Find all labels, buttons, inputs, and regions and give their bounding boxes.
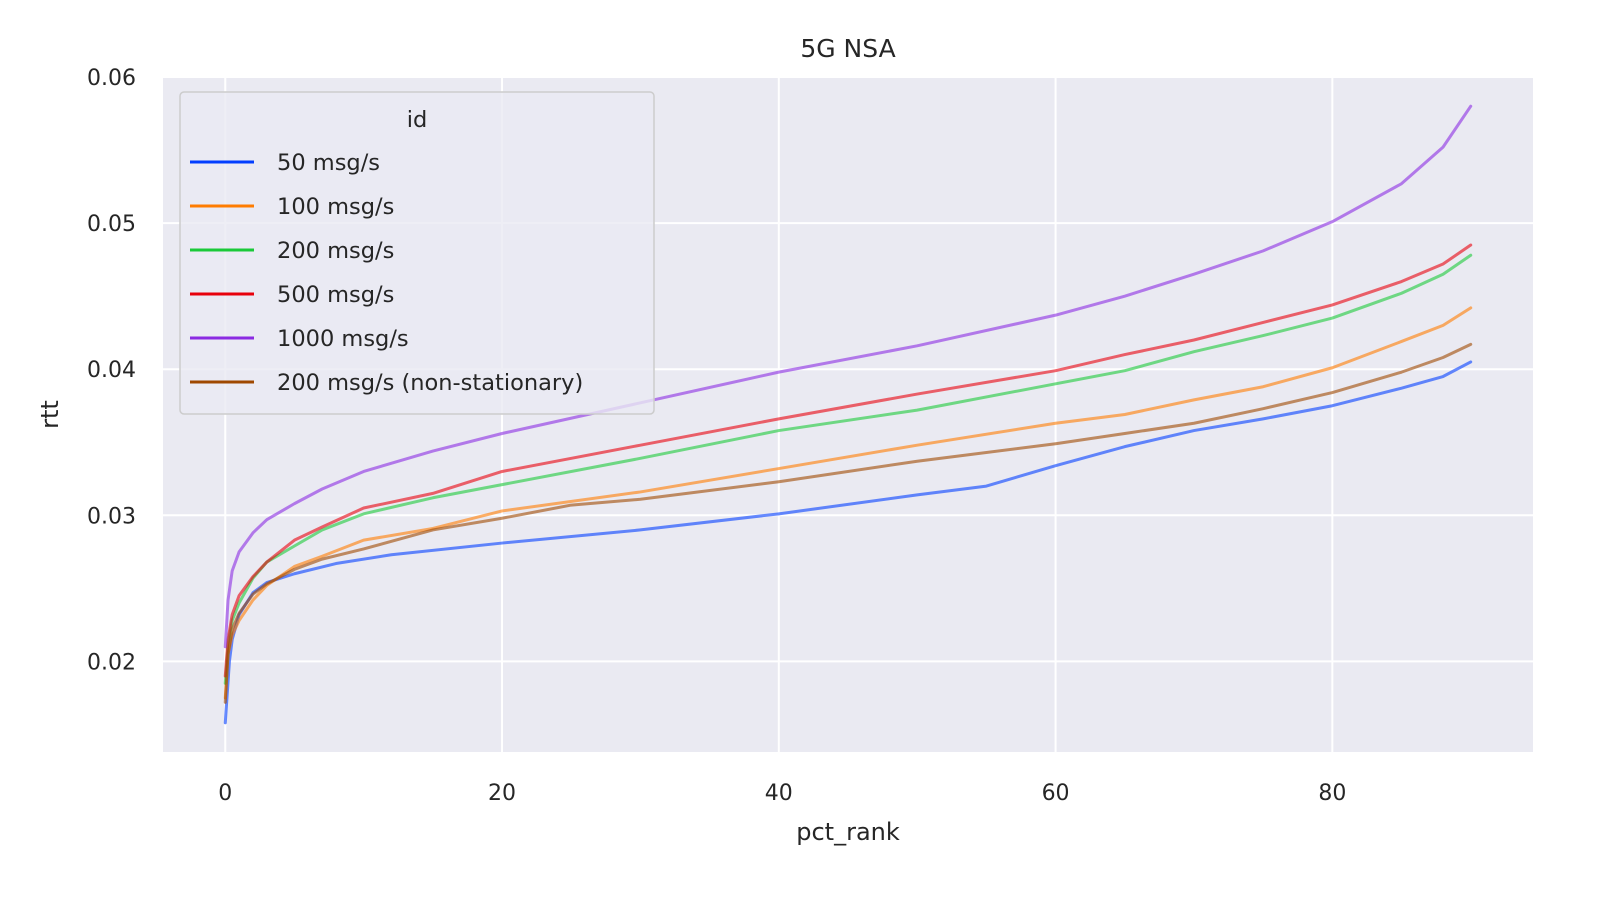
legend-items: 50 msg/s 100 msg/s 200 msg/s 500 msg/s 1000 … — [190, 150, 583, 396]
series-line-5 — [223, 104, 1473, 649]
legend: id 50 msg/s 100 msg/s 200 msg/s 500 msg/s 10… — [179, 91, 655, 415]
legend-label: 500 msg/s — [277, 282, 394, 308]
series-lines — [223, 104, 1473, 725]
legend-box — [179, 91, 655, 415]
chart-title: 5G NSA — [800, 34, 895, 63]
legend-item: 500 msg/s — [190, 282, 394, 308]
legend-label: 200 msg/s — [277, 238, 394, 264]
legend-label: 50 msg/s — [277, 150, 380, 176]
legend-item: 100 msg/s — [190, 194, 394, 220]
x-tick-label: 80 — [1318, 781, 1346, 806]
legend-item: 50 msg/s — [190, 150, 380, 176]
x-tick-label: 40 — [765, 781, 793, 806]
x-tick-label: 20 — [488, 781, 516, 806]
legend-item: 1000 msg/s — [190, 326, 409, 352]
x-tick-label: 60 — [1042, 781, 1070, 806]
legend-item: 200 msg/s — [190, 238, 394, 264]
series-line-6 — [223, 342, 1473, 704]
legend-title: id — [407, 107, 428, 133]
y-tick-label: 0.05 — [87, 212, 136, 237]
legend-item: 200 msg/s (non-stationary) — [190, 370, 583, 396]
legend-label: 200 msg/s (non-stationary) — [277, 370, 583, 396]
y-tick-label: 0.04 — [87, 358, 136, 383]
y-axis-label: rtt — [36, 400, 64, 429]
y-tick-label: 0.02 — [87, 650, 136, 675]
y-tick-labels: 0.02 0.03 0.04 0.05 0.06 — [87, 66, 136, 675]
x-tick-label: 0 — [218, 781, 232, 806]
series-line-4 — [223, 243, 1473, 678]
series-line-3 — [223, 253, 1473, 685]
legend-label: 1000 msg/s — [277, 326, 409, 352]
series-line-2 — [223, 306, 1473, 700]
x-tick-labels: 0 20 40 60 80 — [218, 781, 1346, 806]
y-tick-label: 0.03 — [87, 504, 136, 529]
y-tick-label: 0.06 — [87, 66, 136, 91]
legend-label: 100 msg/s — [277, 194, 394, 220]
x-axis-label: pct_rank — [796, 818, 900, 846]
